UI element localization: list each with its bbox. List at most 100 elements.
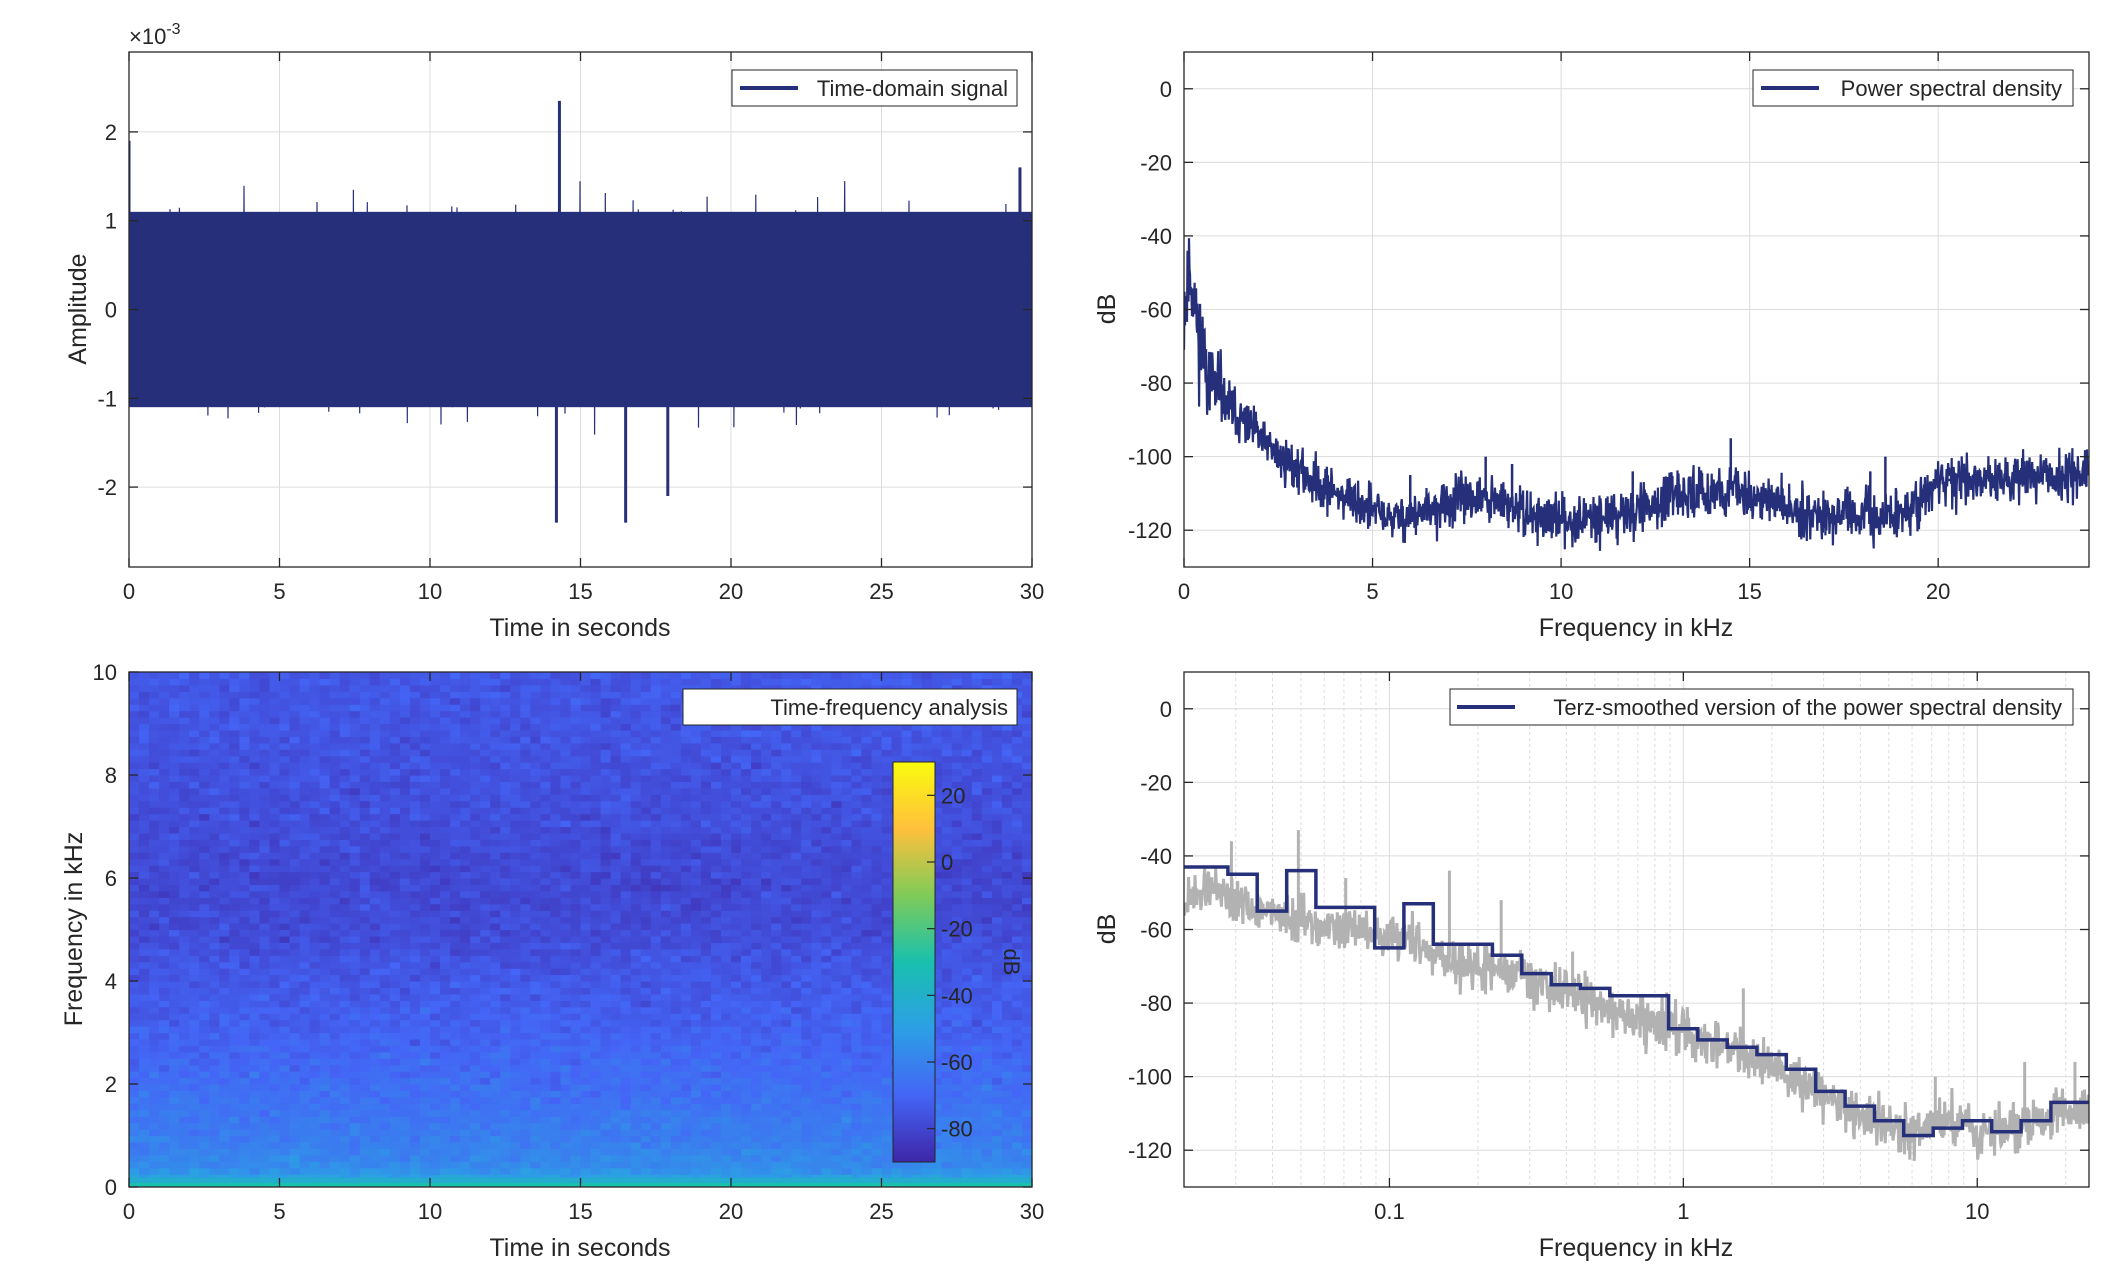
spectrogram-cell [299, 987, 311, 995]
spectrogram-cell [319, 1026, 331, 1034]
spectrogram-cell [460, 1129, 471, 1137]
spectrogram-cell [881, 910, 893, 918]
spectrogram-cell [279, 1103, 291, 1111]
spectrogram-cell [179, 1051, 190, 1059]
spectrogram-cell [710, 878, 722, 885]
spectrogram-cell [620, 1045, 632, 1053]
spectrogram-cell [610, 1064, 622, 1072]
spectrogram-cell [189, 1090, 200, 1098]
spectrogram-cell [169, 1103, 180, 1111]
spectrogram-cell [1001, 910, 1013, 918]
spectrogram-cell [650, 955, 662, 963]
spectrogram-cell [299, 1013, 311, 1021]
spectrogram-cell [339, 897, 351, 905]
spectrogram-cell [179, 948, 190, 956]
spectrogram-cell [399, 981, 411, 988]
spectrogram-cell [801, 897, 812, 905]
spectrogram-cell [199, 1141, 210, 1149]
spectrogram-cell [620, 897, 632, 905]
spectrogram-cell [359, 1032, 371, 1040]
spectrogram-cell [640, 935, 652, 943]
spectrogram-cell [219, 935, 230, 943]
spectrogram-cell [149, 916, 160, 924]
legend[interactable]: Power spectral density [1752, 69, 2074, 107]
spectrogram-cell [751, 929, 762, 937]
spectrogram-cell [640, 916, 652, 924]
spectrogram-cell [339, 1013, 351, 1021]
spectrogram-cell [189, 890, 200, 898]
spectrogram-cell [761, 1103, 772, 1111]
spectrogram-cell [490, 1051, 501, 1059]
spectrogram-cell [871, 1148, 883, 1156]
spectrogram-cell [700, 1161, 712, 1169]
spectrogram-cell [460, 1154, 471, 1162]
legend[interactable]: Time-domain signal [731, 69, 1018, 107]
spectrogram-cell [941, 942, 953, 950]
spectrogram-cell [249, 1090, 260, 1098]
spectrogram-cell [199, 935, 210, 943]
spectrogram-cell [741, 942, 752, 950]
spectrogram-cell [470, 987, 481, 995]
spectrogram-cell [179, 1019, 190, 1027]
spectrogram-cell [891, 1174, 903, 1182]
spectrogram-cell [580, 1129, 592, 1137]
spectrogram-cell [710, 897, 722, 905]
spectrogram-cell [470, 974, 481, 982]
spectrogram-cell [179, 923, 190, 931]
spectrogram-cell [560, 1122, 571, 1130]
spectrogram-cell [169, 1019, 180, 1027]
spectrogram-cell [741, 1167, 752, 1175]
spectrogram-cell [460, 916, 471, 924]
spectrogram-cell [159, 929, 170, 937]
spectrogram-cell [961, 1116, 973, 1124]
spectrogram-cell [309, 890, 321, 898]
spectrogram-cell [710, 1129, 722, 1137]
spectrogram-cell [670, 1096, 682, 1104]
spectrogram-cell [530, 884, 541, 892]
spectrogram-cell [871, 1051, 883, 1059]
spectrogram-cell [139, 993, 150, 1001]
spectrogram-cell [139, 974, 150, 982]
spectrogram-cell [460, 1090, 471, 1098]
spectrogram-cell [219, 845, 230, 853]
spectrogram-cell [209, 1051, 220, 1059]
spectrogram-cell [510, 1167, 521, 1175]
spectrogram-cell [239, 1161, 250, 1169]
spectrogram-cell [289, 968, 301, 976]
spectrogram-cell [630, 1167, 642, 1175]
spectrogram-cell [660, 897, 672, 905]
spectrogram-cell [580, 1038, 592, 1046]
spectrogram-cell [600, 1096, 612, 1104]
spectrogram-cell [941, 910, 953, 918]
spectrogram-cell [811, 935, 822, 943]
spectrogram-cell [600, 981, 612, 988]
spectrogram-cell [821, 1077, 832, 1085]
spectrogram-cell [761, 968, 772, 976]
spectrogram-cell [781, 974, 792, 982]
spectrogram-cell [871, 916, 883, 924]
spectrogram-cell [650, 916, 662, 924]
spectrogram-cell [710, 1096, 722, 1104]
spectrogram-cell [179, 1045, 190, 1053]
spectrogram-cell [560, 1038, 571, 1046]
spectrogram-cell [731, 968, 742, 976]
spectrogram-cell [781, 1148, 792, 1156]
spectrogram-cell [761, 974, 772, 982]
spectrogram-cell [279, 1006, 291, 1014]
spectrogram-cell [610, 1167, 622, 1175]
spectrogram-cell [801, 1013, 812, 1021]
spectrogram-cell [379, 948, 391, 956]
spectrogram-cell [490, 948, 501, 956]
spectrogram-cell [169, 1154, 180, 1162]
spectrogram-cell [520, 1154, 531, 1162]
spectrogram-cell [299, 942, 311, 950]
spectrogram-cell [480, 858, 491, 866]
spectrogram-cell [319, 987, 331, 995]
spectrogram-cell [590, 1103, 602, 1111]
spectrogram-cell [971, 884, 983, 892]
spectrogram-cell [1022, 1141, 1032, 1149]
spectrogram-cell [339, 942, 351, 950]
spectrogram-cell [409, 1071, 421, 1079]
spectrogram-cell [580, 1026, 592, 1034]
spectrogram-cell [991, 1051, 1003, 1059]
